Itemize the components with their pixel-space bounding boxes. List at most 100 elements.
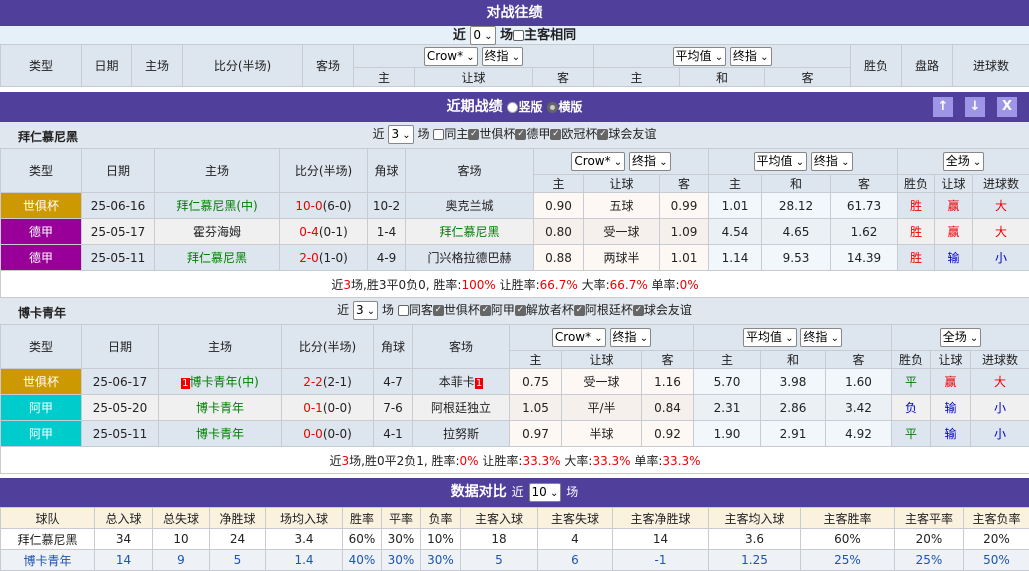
move-up-button[interactable]: ↑	[933, 97, 953, 117]
home-team-name: 博卡青年	[196, 401, 244, 415]
summary-text: 大率:	[578, 278, 610, 292]
compare-cell: 60%	[801, 529, 895, 550]
match-result: 平	[892, 421, 931, 447]
away-team[interactable]: 门兴格拉德巴赫	[406, 245, 534, 271]
crow-select[interactable]: Crow*	[571, 152, 625, 171]
filter-checkbox[interactable]	[433, 129, 444, 140]
match-row: 德甲 25-05-11 拜仁慕尼黑 2-0(1-0) 4-9 门兴格拉德巴赫 0…	[1, 245, 1029, 271]
avg-select[interactable]: 平均值	[754, 152, 808, 171]
compare-cell: 10%	[421, 529, 461, 550]
crow-home-odds: 0.97	[510, 421, 562, 447]
final-select-2[interactable]: 终指	[730, 47, 772, 66]
full-score: 0-1	[303, 401, 323, 415]
match-score[interactable]: 0-1(0-0)	[282, 395, 374, 421]
compare-cell: 1.25	[709, 550, 801, 571]
avg-away-odds: 14.39	[831, 245, 898, 271]
away-team[interactable]: 拉努斯	[413, 421, 510, 447]
filter-checkbox[interactable]: ✓	[433, 305, 444, 316]
match-score[interactable]: 2-0(1-0)	[280, 245, 368, 271]
away-team-name: 拜仁慕尼黑	[439, 225, 499, 239]
filter-checkbox[interactable]: ✓	[515, 305, 526, 316]
compare-cell: 25%	[895, 550, 964, 571]
move-down-button[interactable]: ↓	[965, 97, 985, 117]
filter-checkbox[interactable]: ✓	[633, 305, 644, 316]
horizontal-radio[interactable]	[547, 102, 558, 113]
match-type[interactable]: 阿甲	[1, 395, 82, 421]
avg-away-odds: 3.42	[826, 395, 892, 421]
crow-away-odds: 0.84	[642, 395, 694, 421]
full-time-select[interactable]: 全场	[940, 328, 982, 347]
team-filter-row: 拜仁慕尼黑 近 3 场 同主✓世俱杯✓德甲✓欧冠杯✓球会友谊	[0, 122, 1029, 148]
compare-header: 主客失球	[538, 508, 613, 529]
summary-text: 单率:	[631, 454, 663, 468]
away-team[interactable]: 阿根廷独立	[413, 395, 510, 421]
final-select-2[interactable]: 终指	[811, 152, 853, 171]
avg-select[interactable]: 平均值	[743, 328, 797, 347]
h2h-count-select[interactable]: 0	[470, 26, 495, 45]
goals-result: 小	[971, 421, 1029, 447]
crow-home-odds: 1.05	[510, 395, 562, 421]
col-type: 类型	[1, 325, 82, 369]
match-score[interactable]: 2-2(2-1)	[282, 369, 374, 395]
home-team[interactable]: 博卡青年	[159, 395, 282, 421]
away-team[interactable]: 奥克兰城	[406, 193, 534, 219]
near-label: 近	[373, 127, 385, 141]
filter-label: 德甲	[526, 127, 550, 141]
match-result: 胜	[898, 219, 935, 245]
final-select[interactable]: 终指	[482, 47, 524, 66]
match-type[interactable]: 世俱杯	[1, 193, 82, 219]
horizontal-label: 横版	[558, 100, 582, 114]
match-type[interactable]: 世俱杯	[1, 369, 82, 395]
col-score: 比分(半场)	[183, 45, 303, 87]
filter-checkbox[interactable]: ✓	[550, 129, 561, 140]
avg-select[interactable]: 平均值	[673, 47, 727, 66]
match-score[interactable]: 0-4(0-1)	[280, 219, 368, 245]
final-select[interactable]: 终指	[610, 328, 652, 347]
home-team-name: 拜仁慕尼黑	[187, 251, 247, 265]
compare-cell: 拜仁慕尼黑	[1, 529, 95, 550]
compare-count-select[interactable]: 10	[529, 483, 562, 502]
full-time-select[interactable]: 全场	[943, 152, 985, 171]
match-type[interactable]: 阿甲	[1, 421, 82, 447]
match-type[interactable]: 德甲	[1, 245, 82, 271]
team-count-select[interactable]: 3	[388, 125, 413, 144]
avg-home-odds: 1.01	[709, 193, 762, 219]
vertical-radio[interactable]	[507, 102, 518, 113]
home-team[interactable]: 拜仁慕尼黑(中)	[155, 193, 280, 219]
match-score[interactable]: 0-0(0-0)	[282, 421, 374, 447]
filter-checkbox[interactable]: ✓	[574, 305, 585, 316]
match-row: 世俱杯 25-06-16 拜仁慕尼黑(中) 10-0(6-0) 10-2 奥克兰…	[1, 193, 1029, 219]
same-home-away-checkbox[interactable]	[513, 30, 524, 41]
filter-checkbox[interactable]: ✓	[515, 129, 526, 140]
col-score: 比分(半场)	[280, 149, 368, 193]
filter-checkbox[interactable]: ✓	[480, 305, 491, 316]
crow-select[interactable]: Crow*	[552, 328, 606, 347]
filter-checkbox[interactable]	[398, 305, 409, 316]
match-type[interactable]: 德甲	[1, 219, 82, 245]
close-button[interactable]: X	[997, 97, 1017, 117]
away-team[interactable]: 本菲卡1	[413, 369, 510, 395]
home-team[interactable]: 霍芬海姆	[155, 219, 280, 245]
win-rate: 100%	[461, 278, 495, 292]
compare-cell: 50%	[964, 550, 1029, 571]
home-team[interactable]: 拜仁慕尼黑	[155, 245, 280, 271]
crow-select[interactable]: Crow*	[424, 47, 478, 66]
over-rate: 33.3%	[592, 454, 630, 468]
away-team-name: 奥克兰城	[445, 199, 493, 213]
summary-text: 近	[331, 278, 343, 292]
filter-checkbox[interactable]: ✓	[468, 129, 479, 140]
team-count-select[interactable]: 3	[353, 301, 378, 320]
match-score[interactable]: 10-0(6-0)	[280, 193, 368, 219]
final-select-2[interactable]: 终指	[800, 328, 842, 347]
compare-table: 球队总入球总失球净胜球场均入球胜率平率负率主客入球主客失球主客净胜球主客均入球主…	[0, 507, 1029, 571]
home-team[interactable]: 1博卡青年(中)	[159, 369, 282, 395]
filter-checkbox[interactable]: ✓	[597, 129, 608, 140]
games-label: 场	[382, 303, 394, 317]
away-team[interactable]: 拜仁慕尼黑	[406, 219, 534, 245]
final-select[interactable]: 终指	[629, 152, 671, 171]
sub-header: 主	[534, 175, 584, 193]
home-team[interactable]: 博卡青年	[159, 421, 282, 447]
crow-away-odds: 0.92	[642, 421, 694, 447]
compare-cell: 18	[461, 529, 538, 550]
